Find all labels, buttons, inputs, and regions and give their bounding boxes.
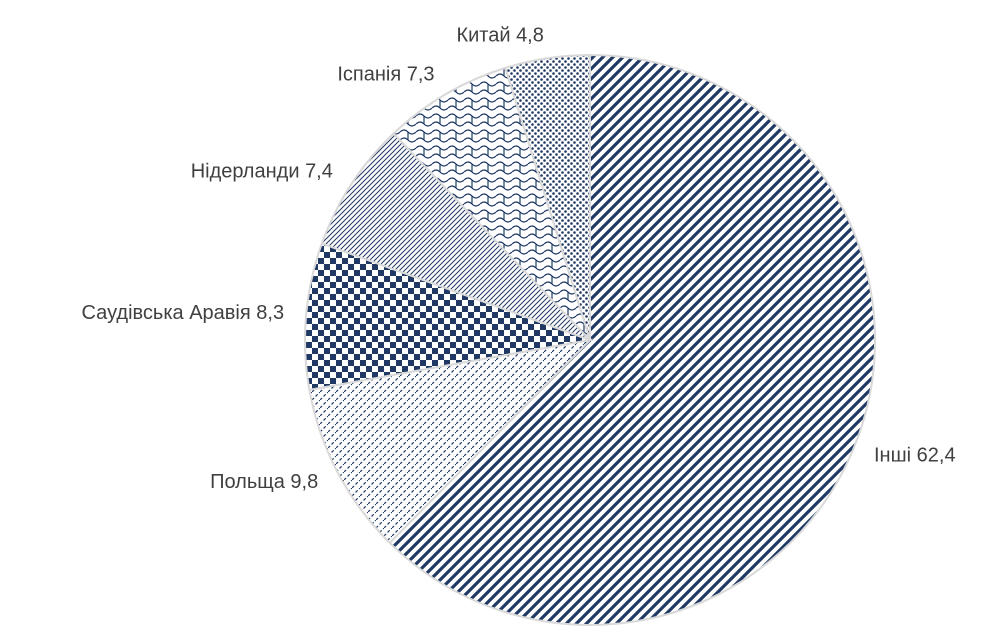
slice-label: Саудівська Аравія 8,3 [82, 302, 285, 324]
value-label: 62,4 [917, 445, 956, 467]
slice-label: Польща 9,8 [210, 471, 318, 493]
category-label: Інші [874, 445, 911, 467]
pie-slice [308, 338, 593, 545]
slice-label: Нідерланди 7,4 [191, 161, 333, 183]
slice-label: Іспанія 7,3 [337, 64, 434, 86]
slice-label: Інші 62,4 [874, 445, 956, 467]
value-label: 8,3 [256, 302, 284, 324]
slice-label: Китай 4,8 [456, 25, 543, 47]
value-label: 7,3 [407, 64, 435, 86]
pie-slice [388, 53, 876, 626]
category-label: Іспанія [337, 64, 401, 86]
pie-slice [392, 66, 591, 341]
pie-slice [304, 242, 594, 392]
pie-slice [504, 53, 591, 341]
value-label: 7,4 [305, 161, 333, 183]
value-label: 9,8 [290, 471, 318, 493]
category-label: Нідерланди [191, 161, 300, 183]
category-label: Польща [210, 471, 286, 493]
category-label: Саудівська Аравія [82, 302, 251, 324]
category-label: Китай [456, 25, 510, 47]
pie-slice [320, 132, 591, 341]
value-label: 4,8 [516, 25, 544, 47]
